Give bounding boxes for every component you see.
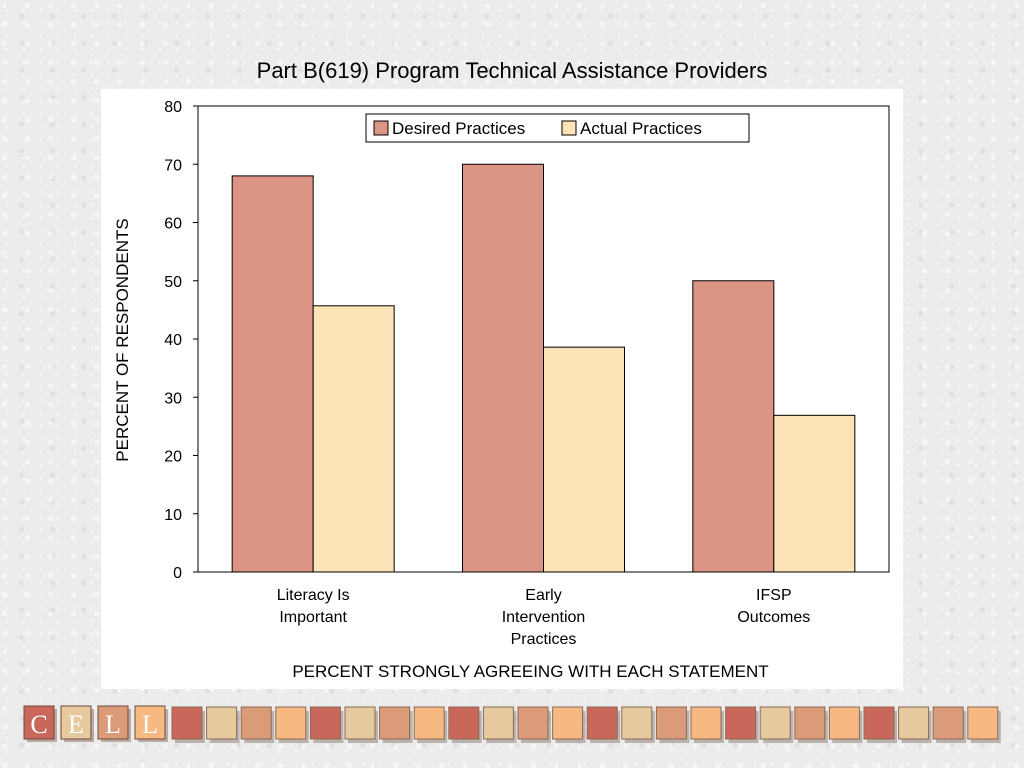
x-tick-label: Practices <box>511 631 577 648</box>
strip-tile <box>725 706 757 740</box>
legend-label: Desired Practices <box>392 119 525 138</box>
strip-tile <box>586 706 618 740</box>
strip-tile <box>275 706 307 740</box>
y-tick-label: 20 <box>164 449 182 466</box>
strip-tile <box>828 706 860 740</box>
strip-tile <box>655 706 687 740</box>
logo-tile: L <box>97 705 131 742</box>
strip-tile <box>413 706 445 740</box>
strip-tile <box>206 706 238 740</box>
strip-tile <box>240 706 272 740</box>
logo-tile: L <box>134 705 168 742</box>
logo-letter-c: C <box>30 710 47 739</box>
legend-swatch <box>373 120 389 136</box>
chart-title: Part B(619) Program Technical Assistance… <box>256 58 768 83</box>
y-tick-label: 40 <box>164 332 182 349</box>
strip-tile <box>552 706 584 740</box>
x-tick-label: Outcomes <box>737 609 810 626</box>
logo-letter-e: E <box>68 710 84 739</box>
bar-desired-practices <box>692 280 775 573</box>
x-tick-label: Early <box>525 587 561 604</box>
strip-tile <box>517 706 549 740</box>
x-tick-label: IFSP <box>756 587 792 604</box>
x-axis-label: PERCENT STRONGLY AGREEING WITH EACH STAT… <box>292 662 768 681</box>
logo-tile-face <box>60 705 92 740</box>
x-tick-label: Intervention <box>502 609 586 626</box>
logo-letter-l: L <box>105 710 121 739</box>
strip-tile <box>794 706 826 740</box>
strip-tile <box>379 706 411 740</box>
strip-tile <box>309 706 341 740</box>
logo-tile-face <box>23 705 55 740</box>
strip-tile <box>863 706 895 740</box>
logo-tile: E <box>60 705 94 742</box>
y-tick-label: 80 <box>164 99 182 116</box>
y-tick-label: 50 <box>164 274 182 291</box>
bar-actual-practices <box>312 305 395 573</box>
strip-tile <box>344 706 376 740</box>
y-tick-label: 0 <box>173 565 182 582</box>
strip-tile <box>482 706 514 740</box>
strip-tile <box>967 706 999 740</box>
strip-tile <box>448 706 480 740</box>
logo-tile-face <box>134 705 166 740</box>
logo-tile: C <box>23 705 57 742</box>
y-tick-label: 70 <box>164 157 182 174</box>
strip-tile <box>690 706 722 740</box>
bar-desired-practices <box>231 175 314 573</box>
bar-desired-practices <box>462 163 544 573</box>
strip-tile <box>171 706 203 740</box>
y-tick-label: 30 <box>164 390 182 407</box>
y-axis-label: PERCENT OF RESPONDENTS <box>113 218 132 461</box>
strip-tile <box>932 706 964 740</box>
x-tick-label: Literacy Is <box>277 587 350 604</box>
legend-swatch <box>561 120 577 136</box>
bar-actual-practices <box>543 346 625 573</box>
bar-actual-practices <box>773 414 856 573</box>
logo-letter-l: L <box>142 710 158 739</box>
legend-label: Actual Practices <box>580 119 702 138</box>
strip-tile <box>898 706 930 740</box>
y-tick-label: 60 <box>164 216 182 233</box>
strip-tile <box>759 706 791 740</box>
x-tick-label: Important <box>279 609 347 626</box>
legend-box <box>365 113 750 143</box>
strip-tile <box>621 706 653 740</box>
y-tick-label: 10 <box>164 507 182 524</box>
logo-tile-face <box>97 705 129 740</box>
